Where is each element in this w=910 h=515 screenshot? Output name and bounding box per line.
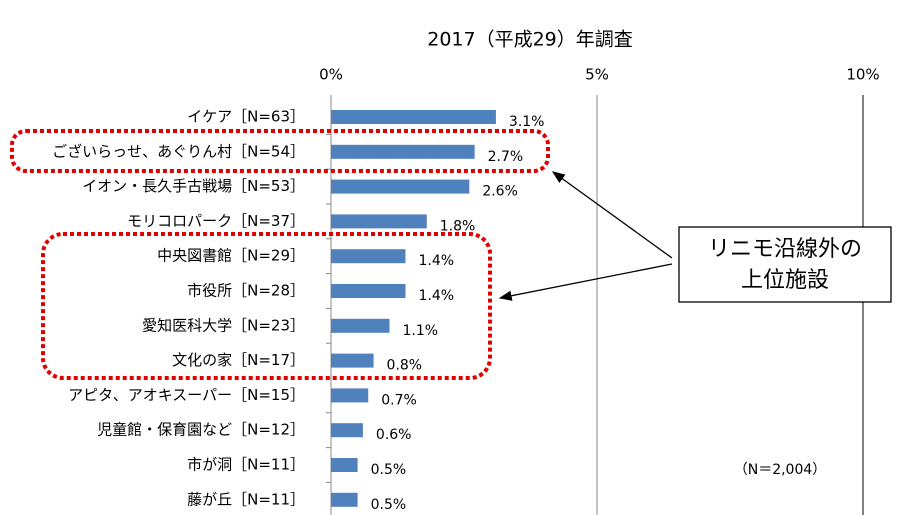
note: （N＝2,004）	[734, 462, 827, 478]
highlight-box	[41, 232, 492, 380]
data-label: 1.8%	[440, 218, 476, 234]
arrow	[551, 171, 673, 259]
data-label: 0.6%	[376, 427, 412, 443]
data-label: 1.4%	[418, 253, 454, 269]
bar	[331, 284, 406, 298]
bar	[331, 214, 427, 229]
chart-title: 2017（平成29）年調査	[427, 29, 633, 51]
y-tick-label: 文化の家［N=17］	[172, 351, 305, 369]
y-tick-label: 藤が丘［N=11］	[187, 490, 305, 508]
data-label: 1.4%	[418, 288, 454, 304]
data-label: 2.7%	[488, 149, 524, 165]
bar	[331, 179, 470, 194]
data-label: 0.5%	[371, 497, 407, 513]
data-label: 3.1%	[509, 114, 545, 130]
y-tick-label: 市役所［N=28］	[187, 282, 305, 300]
bar	[331, 353, 374, 368]
bar	[331, 249, 406, 264]
x-tick-label: 10%	[846, 66, 879, 84]
x-tick-label: 0%	[319, 66, 343, 84]
y-tick-label: イオン・長久手古戦場［N=53］	[82, 177, 305, 195]
y-tick-label: モリコロパーク［N=37］	[127, 212, 305, 230]
data-label: 0.8%	[387, 358, 423, 374]
annotation: リニモ沿線外の	[708, 237, 862, 262]
data-label: 2.6%	[482, 184, 518, 200]
bar	[331, 458, 358, 472]
bar	[331, 110, 496, 124]
y-tick-label: 市が洞［N=11］	[187, 456, 305, 474]
bar	[331, 144, 475, 159]
data-label: 0.7%	[381, 392, 417, 408]
x-tick-label: 5%	[585, 66, 609, 84]
highlight-box	[10, 129, 550, 173]
annotation-box	[678, 226, 892, 303]
y-tick-label: イケア［N=63］	[187, 108, 305, 126]
bar	[331, 492, 358, 507]
y-tick-label: 愛知医科大学［N=23］	[142, 316, 305, 334]
data-label: 1.1%	[403, 323, 439, 339]
bar	[331, 318, 390, 333]
y-tick-label: アピタ、アオキスーパー［N=15］	[68, 386, 305, 404]
bar	[331, 388, 369, 403]
y-tick-label: 中央図書館［N=29］	[157, 247, 305, 265]
annotation: 上位施設	[741, 268, 829, 293]
data-label: 0.5%	[371, 462, 407, 478]
y-tick-label: ございらっせ、あぐりん村［N=54］	[52, 142, 305, 160]
y-tick-label: 児童館・保育園など［N=12］	[97, 421, 305, 439]
arrow	[498, 263, 673, 301]
bar	[331, 423, 363, 438]
